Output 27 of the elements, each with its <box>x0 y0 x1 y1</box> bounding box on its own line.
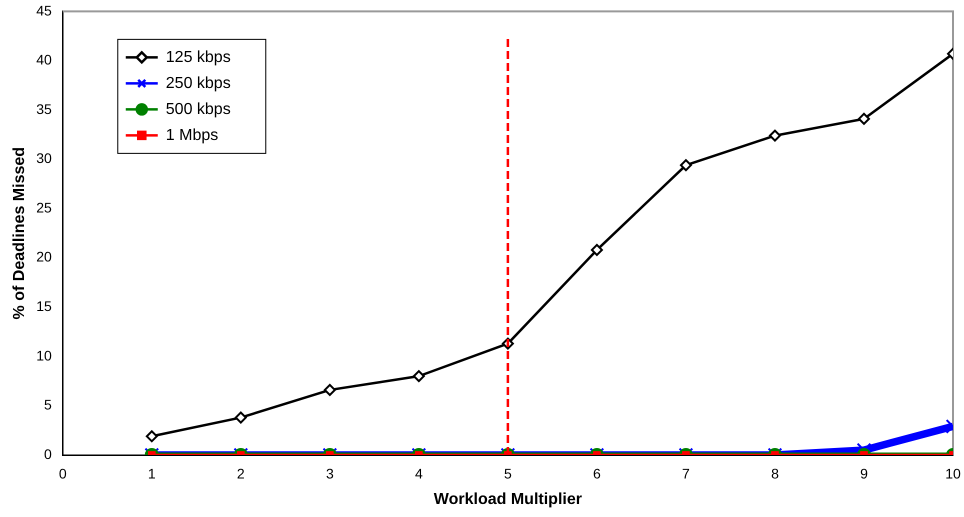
y-tick-label: 30 <box>36 150 52 166</box>
legend-label: 500 kbps <box>166 100 231 118</box>
x-tick-label: 0 <box>58 465 67 482</box>
y-tick-label: 20 <box>36 248 52 265</box>
x-tick-label: 1 <box>148 465 156 482</box>
y-tick-label: 15 <box>36 298 52 314</box>
y-tick-label: 5 <box>44 396 52 413</box>
legend-label: 125 kbps <box>166 48 231 66</box>
x-tick-label: 7 <box>682 465 690 482</box>
x-axis-title: Workload Multiplier <box>434 490 582 508</box>
x-tick-label: 8 <box>771 465 780 482</box>
x-tick-label: 10 <box>945 465 961 482</box>
x-tick-label: 5 <box>504 465 512 482</box>
y-tick-label: 10 <box>36 347 52 364</box>
y-tick-label: 25 <box>36 199 52 216</box>
y-tick-label: 0 <box>44 446 52 462</box>
legend-label: 250 kbps <box>166 74 231 92</box>
y-tick-label: 35 <box>36 100 52 117</box>
legend-label: 1 Mbps <box>166 126 218 144</box>
x-tick-label: 3 <box>326 465 334 482</box>
y-tick-label: 45 <box>36 2 52 18</box>
x-tick-label: 9 <box>860 465 868 482</box>
x-tick-label: 4 <box>414 465 423 482</box>
y-tick-label: 40 <box>36 52 52 68</box>
x-tick-label: 2 <box>236 465 245 482</box>
y-axis-title: % of Deadlines Missed <box>11 146 28 320</box>
x-tick-label: 6 <box>593 465 602 482</box>
